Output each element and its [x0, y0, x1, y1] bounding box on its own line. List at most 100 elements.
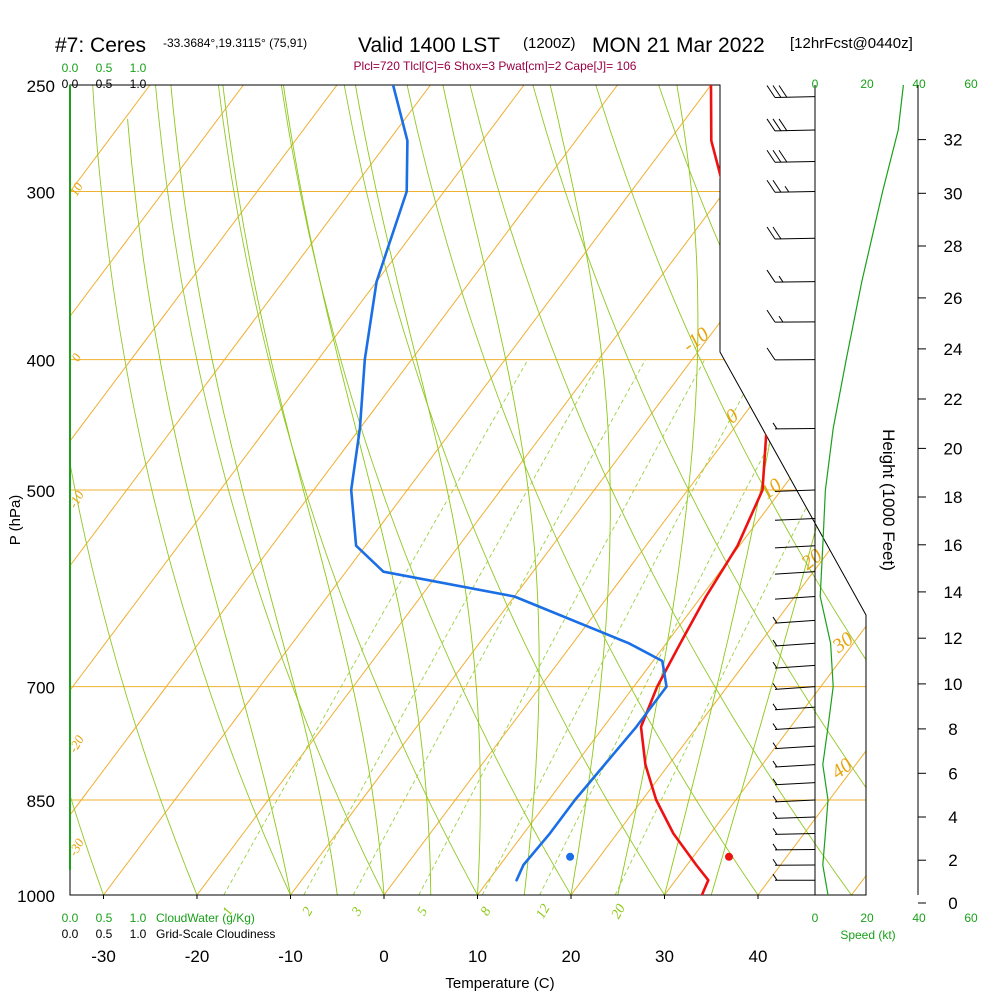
cloud-water-top-tick: 0.0 [62, 61, 79, 75]
speed-bottom-tick: 20 [860, 911, 874, 925]
isotherm-label-left: -20 [65, 732, 87, 755]
speed-top-tick: 20 [860, 77, 874, 91]
forecast-info: [12hrFcst@0440z] [790, 35, 913, 52]
dry-adiabat [280, 85, 572, 895]
wind-barb-flag [772, 226, 782, 240]
dry-adiabat [595, 85, 866, 895]
wind-barb-staff [774, 191, 816, 193]
cloud-water-bottom-tick: 0.5 [96, 911, 113, 925]
height-tick-label: 14 [944, 583, 963, 602]
wind-barb-flag [778, 85, 788, 98]
moist-adiabat [549, 85, 611, 895]
pressure-tick-label: 1000 [17, 887, 55, 906]
dry-adiabat [92, 85, 291, 895]
wind-barb-staff [774, 129, 816, 132]
cloud-water-top-tick: 0.5 [96, 61, 113, 75]
height-tick-label: 6 [948, 764, 957, 783]
dry-adiabat [155, 85, 385, 895]
wind-barb-staff [774, 816, 816, 819]
x-axis-label: Temperature (C) [445, 975, 554, 992]
isotherm-line [477, 85, 866, 895]
pressure-tick-label: 500 [27, 482, 55, 501]
dry-adiabat [406, 85, 759, 895]
wind-barb-half [772, 742, 778, 749]
isotherm-label: 0 [722, 405, 743, 429]
wind-barb [772, 828, 816, 835]
wind-barb [772, 795, 816, 803]
wind-barb-staff [774, 642, 816, 647]
mixing-ratio-label: 3 [349, 905, 366, 919]
wind-barb-half [778, 275, 784, 283]
wind-barb-staff [774, 518, 816, 521]
wind-barb [772, 616, 816, 624]
wind-barb-flag [766, 85, 776, 98]
mixing-ratio-line [223, 359, 529, 895]
height-tick-label: 24 [944, 340, 963, 359]
mixing-ratio-label: 20 [609, 902, 629, 922]
height-tick-label: 8 [948, 720, 957, 739]
station-name: #7: Ceres [55, 34, 146, 57]
wind-barb-half [772, 616, 778, 624]
pressure-tick-label: 700 [27, 679, 55, 698]
plot-outline [69, 84, 867, 896]
isotherm-label: 30 [828, 628, 858, 658]
wind-barb [766, 85, 816, 99]
pressure-tick-label: 400 [27, 352, 55, 371]
height-tick-label: 2 [948, 851, 957, 870]
wind-barb-flag [766, 309, 776, 323]
surface-markers [566, 852, 733, 861]
pressure-tick-label: 250 [27, 77, 55, 96]
cloud-water-top-tick: 1.0 [130, 61, 147, 75]
wind-barb-staff [774, 161, 816, 163]
wind-barb-staff [774, 799, 816, 803]
wind-barb [772, 858, 816, 866]
height-tick-label: 10 [944, 675, 963, 694]
wind-barb-half [772, 760, 778, 768]
wind-barb-staff [774, 832, 816, 835]
wind-barb [772, 742, 816, 750]
height-tick-label: 30 [944, 184, 963, 203]
height-tick-label: 16 [944, 536, 963, 555]
wind-barb-flag [766, 150, 776, 163]
wind-barb [772, 873, 815, 881]
wind-barb-staff [774, 489, 816, 492]
wind-barb-half [772, 828, 778, 835]
dry-adiabat [532, 85, 866, 895]
mixing-ratio-label: 5 [415, 905, 431, 919]
wind-barb [774, 571, 816, 575]
cloud-water-label: CloudWater (g/Kg) [156, 911, 255, 925]
station-coords: -33.3684°,19.3115° (75,91) [163, 36, 307, 50]
wind-barb-half [772, 703, 778, 711]
wind-barb-half [772, 778, 778, 786]
wind-barb [766, 118, 816, 132]
cloudiness-top-tick: 0.5 [96, 77, 113, 91]
wind-barb-staff [774, 596, 816, 600]
wind-barb-staff [774, 571, 816, 575]
isotherm-line [383, 85, 866, 895]
cloudiness-top-tick: 1.0 [130, 77, 147, 91]
surface-dewpoint-marker [566, 852, 575, 861]
isotherm-line [70, 85, 338, 895]
wind-barb [766, 347, 816, 361]
zulu-time: (1200Z) [523, 35, 576, 52]
wind-barb [772, 703, 816, 711]
temperature-tick-label: 0 [379, 947, 388, 966]
speed-top-tick: 60 [964, 77, 978, 91]
wind-barb-flag [766, 179, 776, 193]
temperature-tick-label: 30 [655, 947, 674, 966]
isotherm-line [70, 85, 618, 895]
moist-adiabat [222, 85, 385, 895]
mixing-ratio-line [614, 359, 866, 895]
cloud-axis-top: 0.0 0.0 0.5 0.5 1.0 1.0 [62, 61, 147, 91]
wind-barb-flag [772, 118, 782, 132]
speed-bottom-tick: 60 [964, 911, 978, 925]
wind-barb [772, 760, 816, 768]
wind-barb [766, 179, 816, 193]
isotherm-line [70, 85, 525, 895]
moist-adiabat [710, 85, 866, 895]
moist-adiabat [170, 85, 338, 895]
mixing-ratio-line [352, 359, 646, 895]
cloudiness-bottom-tick: 1.0 [130, 927, 147, 941]
dry-adiabat [343, 85, 665, 895]
